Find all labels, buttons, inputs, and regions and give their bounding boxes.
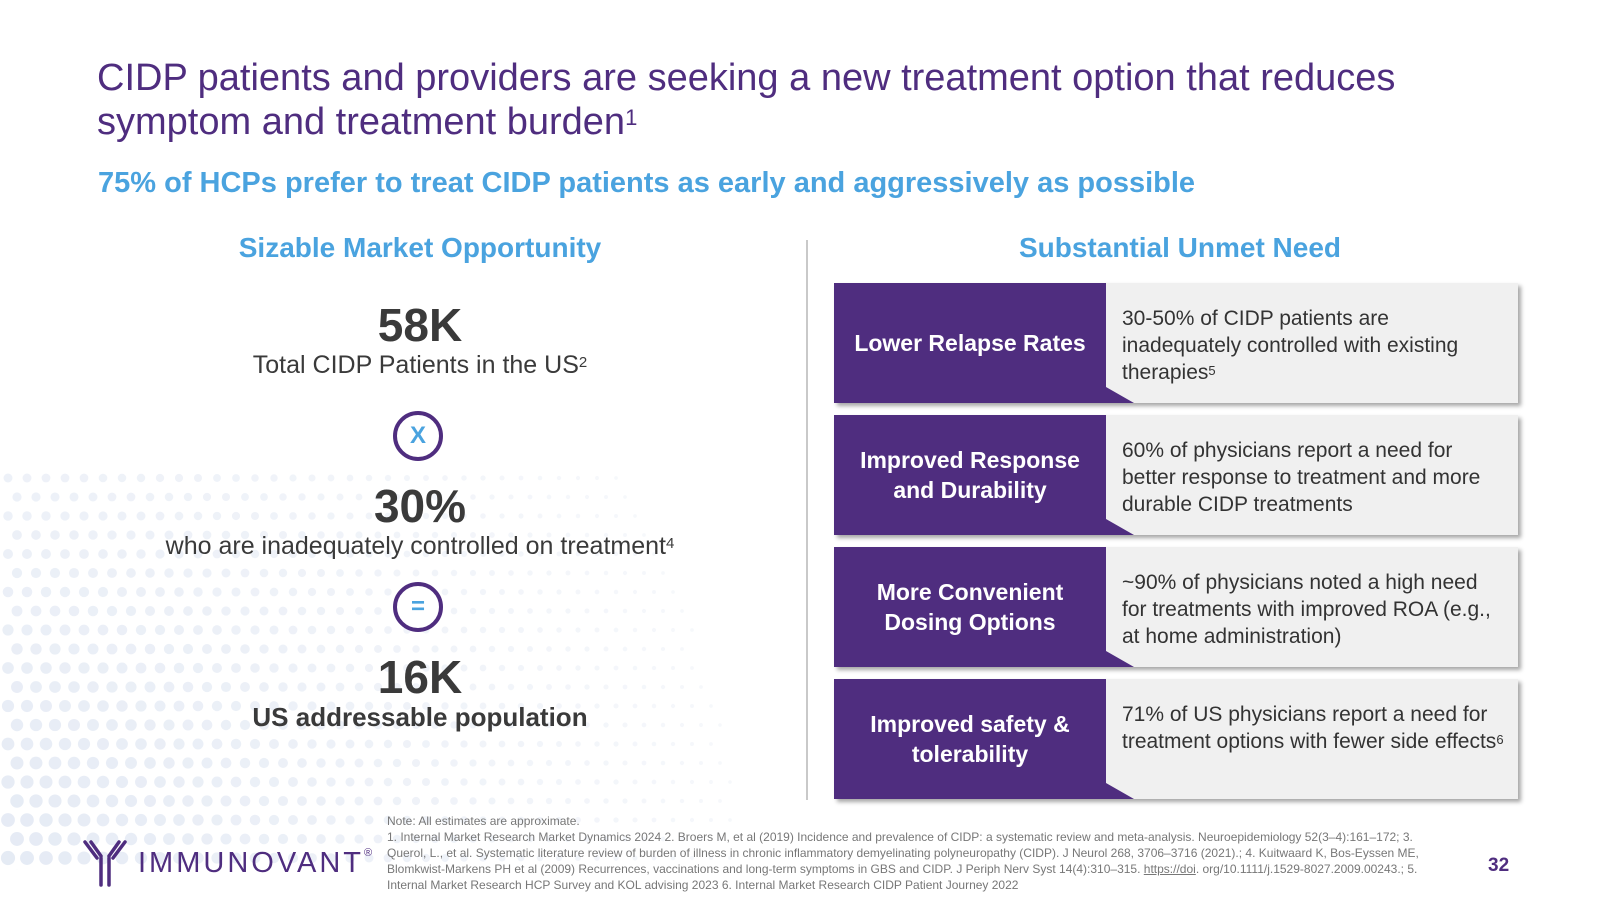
- need-label: Improved Response and Durability: [834, 415, 1134, 535]
- stat-inadequately-controlled: 30% who are inadequately controlled on t…: [120, 481, 720, 561]
- stat-value: 58K: [377, 299, 463, 351]
- antibody-logo-icon: [83, 840, 127, 887]
- need-row-response: 60% of physicians report a need for bett…: [834, 415, 1518, 535]
- need-row-dosing: ~90% of physicians noted a high need for…: [834, 547, 1518, 667]
- left-column-heading: Sizable Market Opportunity: [238, 232, 602, 263]
- need-row-relapse: 30-50% of CIDP patients are inadequately…: [834, 283, 1518, 403]
- need-label: Improved safety & tolerability: [834, 679, 1134, 799]
- company-logo: IMMUNOVANT®: [80, 838, 375, 888]
- footnotes: Note: All estimates are approximate. 1. …: [387, 813, 1427, 893]
- slide-subtitle: 75% of HCPs prefer to treat CIDP patient…: [98, 167, 1196, 199]
- footnote-references: 1. Internal Market Research Market Dynam…: [387, 830, 1419, 892]
- stat-total-patients: 58K Total CIDP Patients in the US2: [120, 300, 720, 380]
- stat-value: 30%: [373, 480, 467, 532]
- slide-title: CIDP patients and providers are seeking …: [97, 57, 1396, 143]
- need-label: Lower Relapse Rates: [834, 283, 1134, 403]
- page-number: 32: [1488, 855, 1510, 876]
- stat-value: 16K: [377, 651, 463, 703]
- column-divider: [806, 240, 808, 800]
- stat-addressable-population: 16K US addressable population: [120, 652, 720, 732]
- stat-label: US addressable population: [252, 702, 588, 732]
- right-column-heading: Substantial Unmet Need: [1018, 232, 1342, 263]
- footnote-note: Note: All estimates are approximate.: [387, 814, 580, 828]
- equals-operator-icon: =: [393, 582, 443, 632]
- need-label: More Convenient Dosing Options: [834, 547, 1134, 667]
- multiply-operator-icon: X: [393, 411, 443, 461]
- doi-link[interactable]: https://doi: [1143, 862, 1196, 876]
- need-row-safety: 71% of US physicians report a need for t…: [834, 679, 1518, 799]
- logo-wordmark: IMMUNOVANT®: [138, 846, 376, 879]
- stat-label: Total CIDP Patients in the US2: [252, 351, 588, 379]
- stat-label: who are inadequately controlled on treat…: [165, 532, 675, 560]
